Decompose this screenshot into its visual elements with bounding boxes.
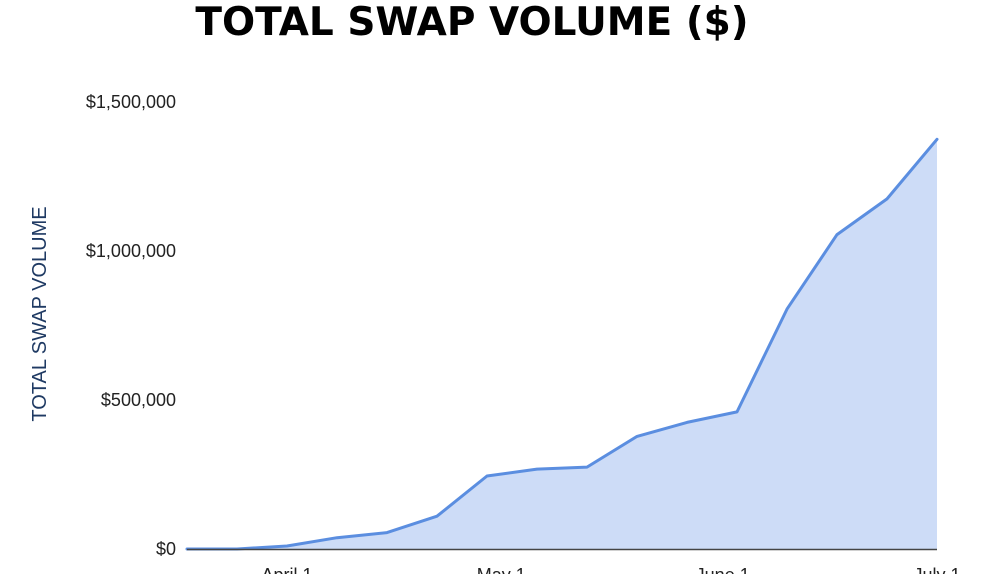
y-tick-label: $1,500,000: [86, 92, 176, 112]
x-tick-label: May 1: [477, 565, 526, 574]
data-point: [536, 468, 539, 471]
y-axis-label: TOTAL SWAP VOLUME: [29, 206, 51, 421]
x-tick-label: July 1: [913, 565, 960, 574]
y-tick-label: $1,000,000: [86, 241, 176, 261]
plot-area: $0 $500,000 $1,000,000 $1,500,000 April 1 May…: [86, 92, 961, 574]
data-point: [336, 536, 339, 539]
data-point: [636, 435, 639, 438]
data-point: [286, 545, 289, 548]
data-point: [486, 475, 489, 478]
y-tick-label: $0: [156, 539, 176, 559]
data-point: [886, 197, 889, 200]
data-point: [586, 466, 589, 469]
data-point: [736, 410, 739, 413]
data-point: [386, 531, 389, 534]
x-tick-label: June 1: [696, 565, 750, 574]
area-fill: [187, 139, 937, 550]
data-point: [436, 515, 439, 518]
x-tick-label: April 1: [261, 565, 312, 574]
chart-title: TOTAL SWAP VOLUME ($): [195, 0, 748, 45]
data-point: [836, 233, 839, 236]
data-point: [786, 308, 789, 311]
data-point: [936, 138, 939, 141]
y-tick-label: $500,000: [101, 390, 176, 410]
data-point: [686, 421, 689, 424]
series-line: [185, 137, 939, 551]
